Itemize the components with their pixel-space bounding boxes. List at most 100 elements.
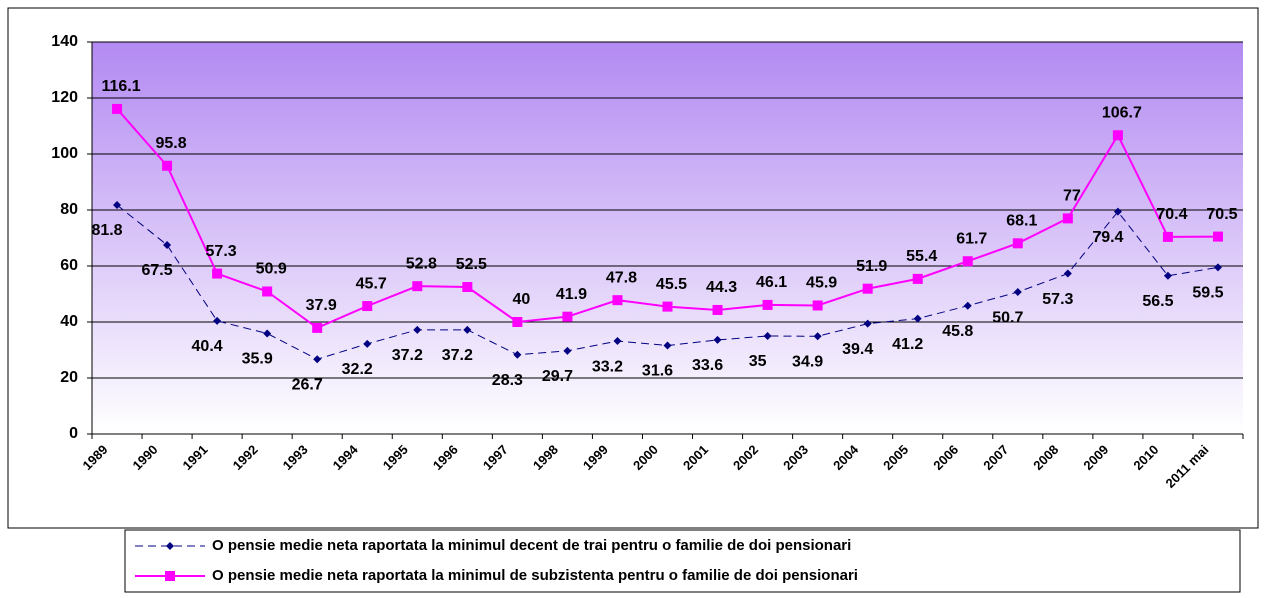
- data-label: 45.9: [806, 275, 837, 292]
- marker: [463, 325, 472, 334]
- data-label: 81.8: [91, 222, 122, 239]
- data-label: 41.9: [556, 286, 587, 303]
- data-label: 50.7: [992, 309, 1023, 326]
- data-label: 31.6: [642, 363, 673, 380]
- marker: [212, 268, 223, 279]
- y-tick-label: 60: [60, 257, 78, 274]
- data-label: 52.8: [406, 255, 437, 272]
- marker: [262, 286, 273, 297]
- marker: [963, 301, 972, 310]
- marker: [862, 283, 873, 294]
- data-label: 35: [749, 353, 767, 370]
- y-tick-label: 140: [51, 33, 78, 50]
- data-label: 44.3: [706, 279, 737, 296]
- data-label: 41.2: [892, 336, 923, 353]
- data-label: 45.8: [942, 323, 973, 340]
- marker: [213, 316, 222, 325]
- marker: [313, 355, 322, 364]
- marker: [362, 301, 373, 312]
- marker: [512, 317, 523, 327]
- marker: [962, 256, 973, 267]
- marker: [1012, 238, 1023, 249]
- marker: [162, 160, 173, 171]
- y-tick-label: 80: [60, 201, 78, 218]
- data-label: 35.9: [242, 351, 273, 368]
- data-label: 67.5: [141, 262, 172, 279]
- data-label: 61.7: [956, 230, 987, 247]
- marker: [1213, 263, 1222, 272]
- data-label: 26.7: [292, 376, 323, 393]
- y-tick-label: 0: [69, 425, 78, 442]
- data-label: 33.2: [592, 358, 623, 375]
- legend-box: [124, 529, 1241, 593]
- marker: [165, 571, 175, 581]
- data-label: 29.7: [542, 368, 573, 385]
- data-label: 57.3: [206, 243, 237, 260]
- plot-area: [92, 42, 1243, 434]
- marker: [712, 304, 723, 315]
- marker: [1163, 271, 1172, 280]
- data-label: 56.5: [1142, 293, 1173, 310]
- marker: [912, 273, 923, 284]
- y-tick-label: 20: [60, 369, 78, 386]
- marker: [412, 281, 423, 292]
- data-label: 47.8: [606, 269, 637, 286]
- data-label: 40: [512, 291, 530, 308]
- marker: [413, 325, 422, 334]
- data-label: 37.2: [392, 347, 423, 364]
- data-label: 33.6: [692, 357, 723, 374]
- marker: [612, 295, 623, 306]
- data-label: 40.4: [192, 338, 223, 355]
- data-label: 37.9: [306, 297, 337, 314]
- marker: [312, 322, 323, 333]
- data-label: 28.3: [492, 372, 523, 389]
- marker: [813, 332, 822, 341]
- data-label: 37.2: [442, 347, 473, 364]
- marker: [1162, 231, 1173, 242]
- data-label: 77: [1063, 188, 1081, 205]
- data-label: 50.9: [256, 261, 287, 278]
- data-label: 45.7: [356, 275, 387, 292]
- marker: [662, 301, 673, 312]
- data-label: 70.5: [1206, 206, 1237, 223]
- data-label: 116.1: [101, 78, 140, 95]
- legend-label: O pensie medie neta raportata la minimul…: [212, 567, 858, 584]
- data-label: 106.7: [1102, 104, 1142, 121]
- marker: [563, 346, 572, 355]
- marker: [913, 314, 922, 323]
- data-label: 45.5: [656, 276, 687, 293]
- y-tick-label: 120: [51, 89, 78, 106]
- data-label: 95.8: [155, 135, 186, 152]
- marker: [613, 337, 622, 346]
- data-label: 59.5: [1192, 285, 1223, 302]
- data-label: 68.1: [1006, 213, 1037, 230]
- data-label: 39.4: [842, 341, 873, 358]
- marker: [713, 335, 722, 344]
- marker: [1063, 269, 1072, 278]
- data-label: 79.4: [1092, 229, 1123, 246]
- marker: [562, 311, 573, 322]
- data-label: 32.2: [342, 361, 373, 378]
- marker: [462, 282, 473, 292]
- marker: [812, 300, 823, 311]
- legend-label: O pensie medie neta raportata la minimul…: [212, 537, 851, 554]
- y-tick-label: 100: [51, 145, 78, 162]
- marker: [166, 542, 174, 550]
- marker: [112, 103, 123, 114]
- data-label: 55.4: [906, 248, 937, 265]
- marker: [113, 200, 122, 209]
- marker: [763, 332, 772, 340]
- data-label: 57.3: [1042, 291, 1073, 308]
- data-label: 70.4: [1156, 206, 1187, 223]
- data-label: 46.1: [756, 274, 787, 291]
- marker: [1113, 207, 1122, 216]
- marker: [1112, 130, 1123, 141]
- marker: [263, 329, 272, 338]
- marker: [1212, 231, 1223, 242]
- y-tick-label: 40: [60, 313, 78, 330]
- marker: [163, 241, 172, 249]
- marker: [363, 339, 372, 348]
- data-label: 51.9: [856, 258, 887, 275]
- marker: [663, 341, 672, 350]
